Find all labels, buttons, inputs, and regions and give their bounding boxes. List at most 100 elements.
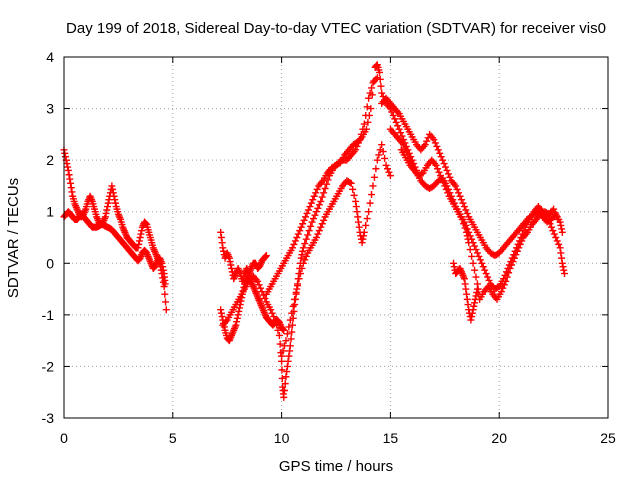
data-point: [497, 288, 505, 296]
data-point: [552, 234, 560, 241]
data-point: [458, 215, 466, 223]
data-point: [444, 170, 452, 178]
data-point: [293, 285, 301, 293]
data-point: [347, 179, 355, 187]
data-point: [296, 270, 304, 278]
data-point: [376, 68, 384, 76]
data-point: [350, 191, 358, 199]
data-point: [463, 295, 471, 303]
x-tick-label: 10: [274, 430, 290, 446]
data-point: [352, 197, 360, 205]
data-point: [61, 149, 69, 157]
data-point: [235, 307, 243, 315]
grid-lines: [64, 57, 608, 418]
data-point: [423, 137, 431, 145]
data-point: [302, 252, 310, 260]
data-point: [270, 313, 278, 321]
data-point: [234, 311, 242, 319]
data-point: [262, 252, 270, 260]
data-point: [556, 244, 564, 252]
data-point: [547, 223, 555, 231]
data-point: [557, 221, 565, 229]
data-point: [307, 222, 315, 230]
data-point: [383, 165, 391, 173]
data-point: [255, 281, 263, 289]
data-point: [367, 105, 375, 113]
data-point: [463, 228, 471, 236]
data-point: [467, 316, 475, 324]
data-point: [462, 285, 470, 293]
data-point: [465, 239, 473, 247]
data-point: [545, 216, 553, 224]
data-point: [103, 206, 111, 214]
data-point: [360, 228, 368, 236]
data-point: [283, 362, 291, 370]
data-point: [291, 237, 299, 245]
data-point: [500, 281, 508, 289]
data-point: [444, 189, 452, 197]
series-10: [397, 146, 562, 303]
data-point: [312, 234, 320, 241]
data-point: [236, 304, 244, 312]
data-point: [352, 203, 360, 211]
data-point: [377, 82, 385, 90]
data-point: [550, 230, 558, 238]
data-point: [436, 172, 444, 180]
data-point: [318, 193, 326, 201]
data-point: [352, 146, 360, 154]
data-point: [302, 235, 310, 243]
y-axis-label: SDTVAR / TECUs: [5, 178, 22, 298]
data-point: [439, 178, 447, 186]
data-point: [439, 156, 447, 164]
data-point: [460, 275, 468, 283]
data-point: [298, 264, 306, 272]
data-point: [285, 352, 293, 360]
data-point: [135, 237, 143, 245]
data-point: [389, 111, 397, 119]
data-point: [285, 323, 293, 331]
data-point: [281, 342, 289, 350]
data-point: [288, 244, 296, 252]
data-point: [360, 120, 368, 128]
data-point: [512, 251, 520, 259]
data-point: [558, 259, 566, 267]
data-point: [320, 216, 328, 224]
data-point: [228, 264, 236, 272]
x-tick-label: 0: [60, 430, 68, 446]
data-point: [64, 163, 72, 171]
data-point: [282, 337, 290, 345]
data-point: [314, 230, 322, 238]
data-point: [392, 118, 400, 126]
data-point: [381, 154, 389, 162]
data-point: [557, 249, 565, 257]
data-point: [161, 280, 169, 288]
data-point: [278, 374, 286, 382]
data-point: [281, 386, 289, 394]
data-point: [136, 234, 144, 241]
data-point: [463, 209, 471, 217]
data-point: [459, 199, 467, 207]
data-point: [401, 144, 409, 152]
data-point: [463, 232, 471, 240]
data-point: [299, 259, 307, 267]
data-point: [349, 185, 357, 193]
data-point: [553, 212, 561, 220]
data-point: [460, 203, 468, 211]
data-point: [470, 302, 478, 310]
data-point: [302, 213, 310, 221]
data-point: [549, 227, 557, 235]
data-point: [273, 321, 281, 329]
data-point: [311, 211, 319, 219]
data-point: [365, 94, 373, 102]
data-point: [314, 204, 322, 212]
data-point: [308, 218, 316, 226]
data-point: [370, 173, 378, 181]
data-point: [254, 277, 262, 285]
data-point: [304, 206, 312, 214]
data-point: [315, 227, 323, 235]
data-point: [267, 306, 275, 314]
x-tick-label: 20: [491, 430, 507, 446]
data-point: [378, 89, 386, 97]
data-point: [306, 203, 314, 211]
